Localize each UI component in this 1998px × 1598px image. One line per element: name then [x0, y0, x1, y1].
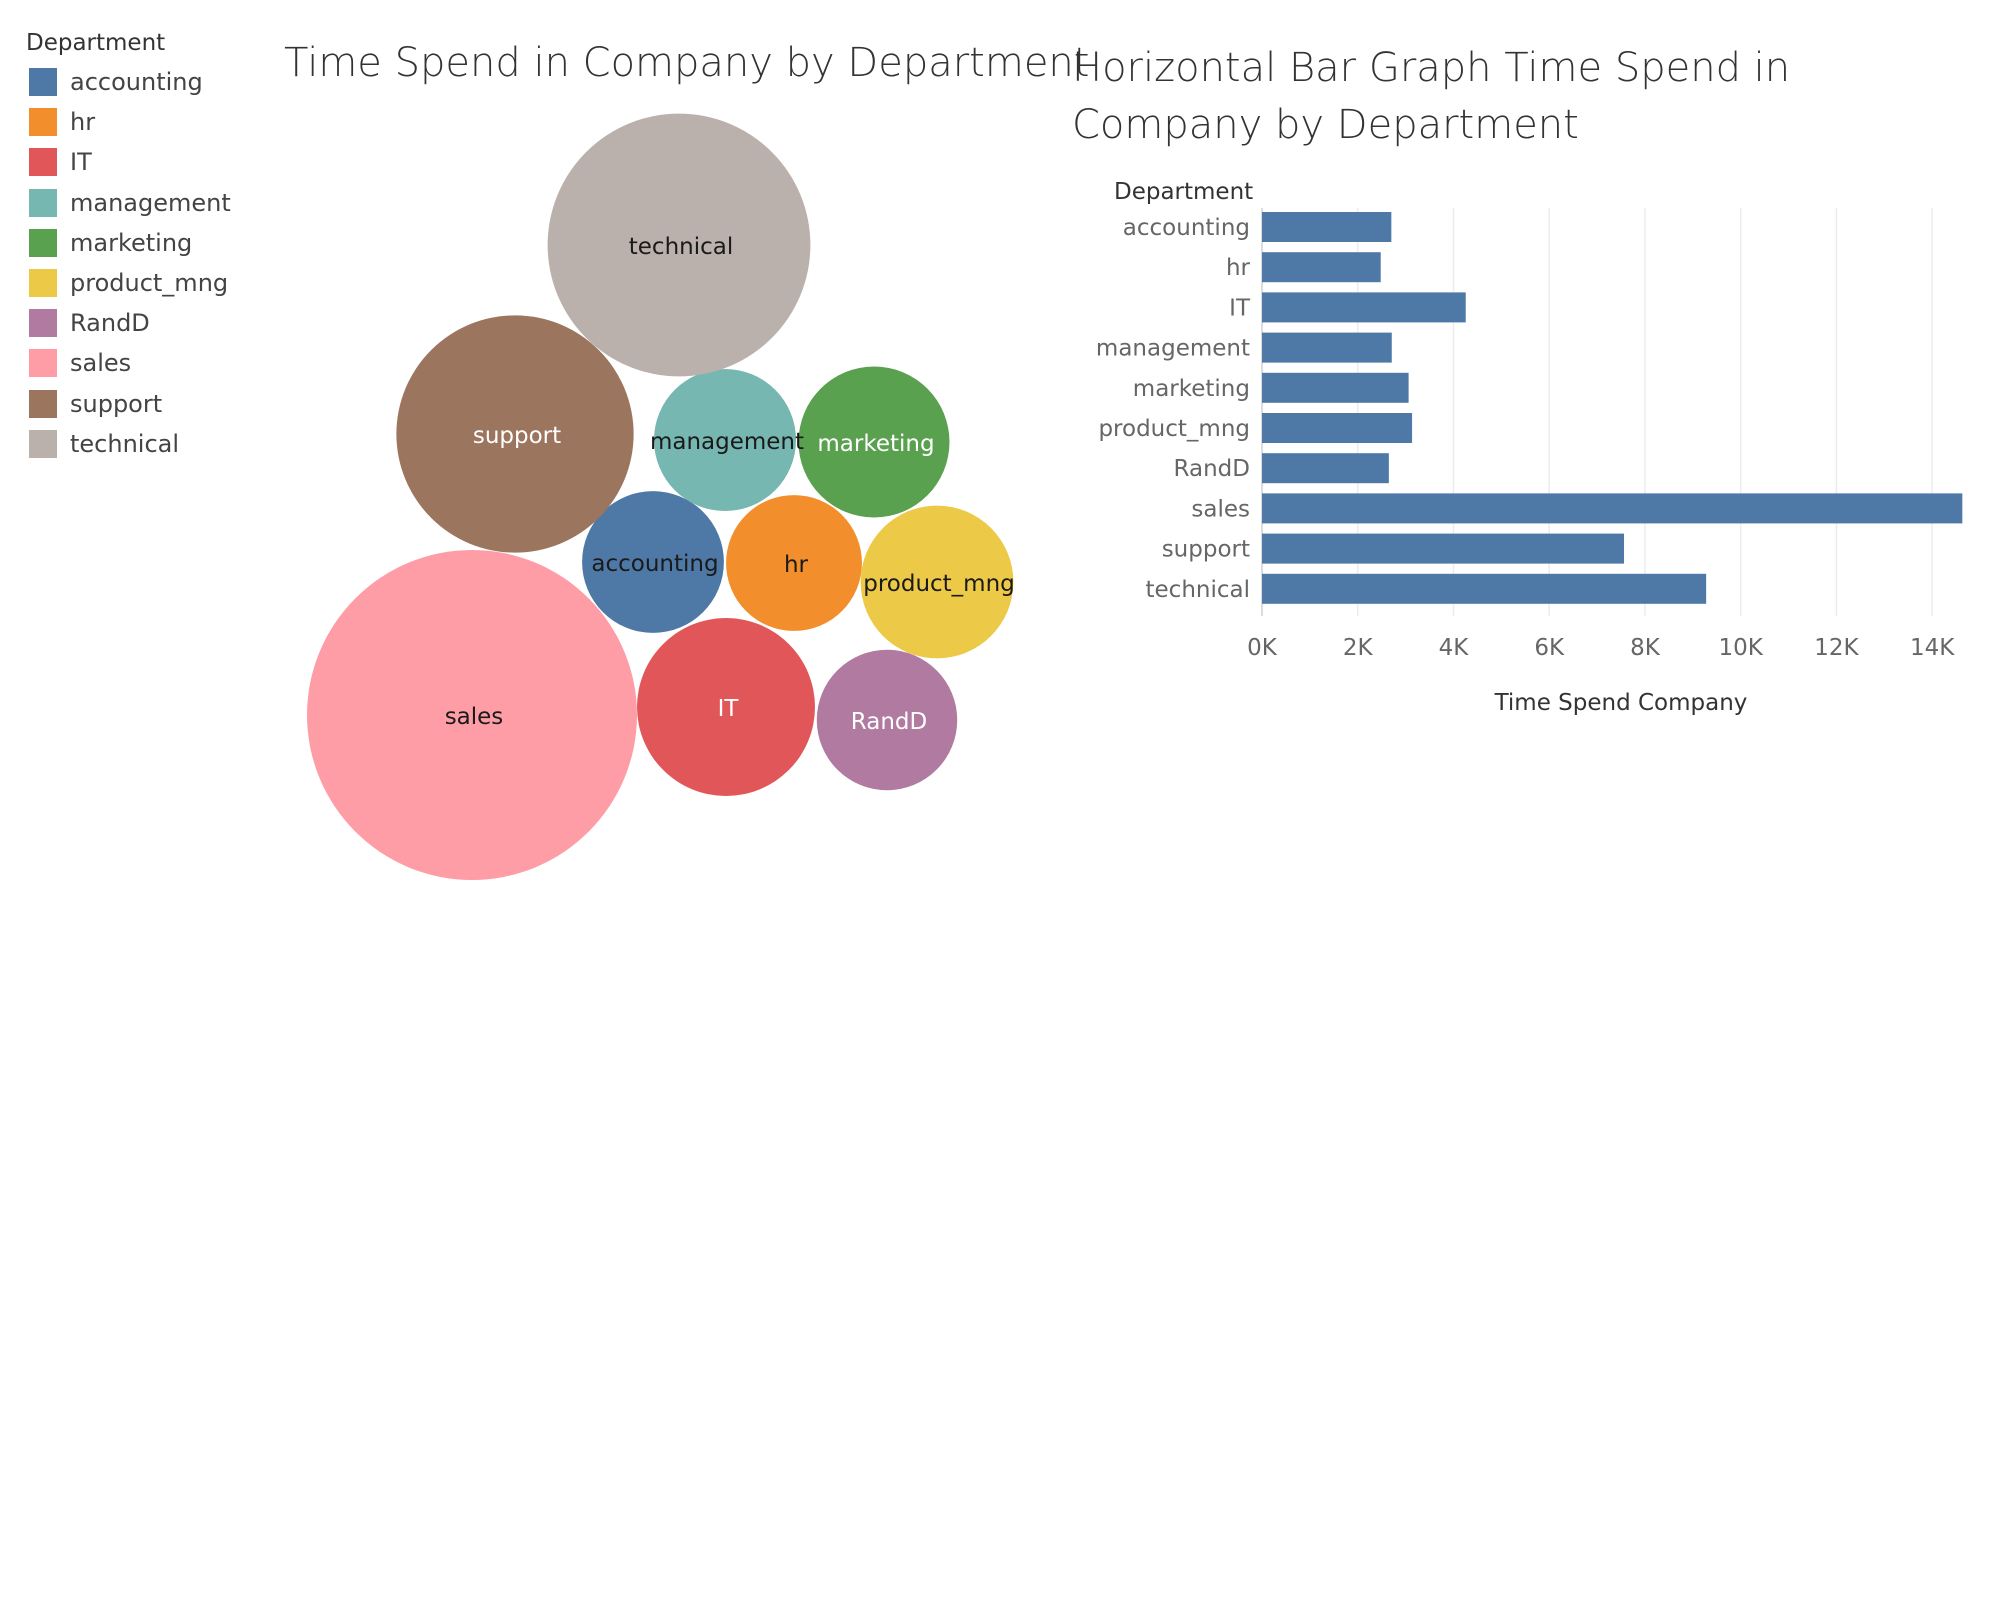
x-tick-label: 12K: [1814, 635, 1859, 661]
bubble-chart: accounting hr IT management marketing product…: [307, 113, 1015, 880]
x-tick-label: 6K: [1534, 635, 1565, 661]
bubble-label-product-mng: product_mng: [863, 571, 1015, 597]
legend-swatch: [29, 389, 57, 418]
bar-support[interactable]: [1262, 533, 1625, 564]
bar-chart: Department accounting hr IT management market…: [1096, 179, 1963, 716]
legend-swatch: [29, 349, 57, 378]
legend-label: hr: [70, 108, 96, 137]
bar-label-management: management: [1096, 336, 1250, 362]
bubble-technical[interactable]: [547, 113, 811, 377]
legend-label: product_mng: [70, 269, 229, 298]
legend-item-management[interactable]: management: [26, 183, 231, 223]
legend-item-hr[interactable]: hr: [26, 102, 231, 142]
bar-label-it: IT: [1229, 295, 1251, 321]
legend-label: RandD: [70, 309, 150, 338]
x-tick-label: 10K: [1718, 635, 1763, 661]
legend-label: management: [70, 188, 231, 217]
legend-swatch: [29, 68, 57, 97]
x-tick-label: 2K: [1343, 635, 1374, 661]
legend-swatch: [29, 429, 57, 458]
bubble-marketing[interactable]: [798, 366, 950, 518]
bubble-label-it: IT: [718, 696, 740, 722]
legend-item-product-mng[interactable]: product_mng: [26, 263, 231, 303]
legend-swatch: [29, 108, 57, 137]
legend-swatch: [29, 309, 57, 338]
bar-label-accounting: accounting: [1123, 215, 1250, 241]
bar-hr[interactable]: [1262, 252, 1381, 283]
legend-item-support[interactable]: support: [26, 384, 231, 424]
x-tick-label: 8K: [1630, 635, 1661, 661]
bar-label-marketing: marketing: [1133, 376, 1250, 402]
bar-marketing[interactable]: [1262, 372, 1409, 403]
legend-swatch: [29, 188, 57, 217]
legend-swatch: [29, 269, 57, 298]
legend-label: support: [70, 389, 163, 418]
bar-chart-title: Horizontal Bar Graph Time Spend in Compa…: [1072, 45, 1791, 148]
bar-accounting[interactable]: [1262, 212, 1392, 242]
bubble-label-accounting: accounting: [591, 551, 718, 577]
bar-label-product-mng: product_mng: [1098, 416, 1250, 442]
legend-label: sales: [70, 349, 132, 378]
bar-label-technical: technical: [1146, 577, 1251, 603]
legend-swatch: [29, 228, 57, 257]
bar-technical[interactable]: [1262, 573, 1707, 604]
bubble-randd[interactable]: [816, 649, 958, 791]
legend: Department accounting hr IT management marke…: [26, 30, 231, 464]
bar-sales[interactable]: [1262, 493, 1963, 524]
bubble-label-randd: RandD: [851, 709, 927, 735]
bar-product-mng[interactable]: [1262, 413, 1413, 443]
bubble-label-marketing: marketing: [817, 431, 934, 457]
legend-item-sales[interactable]: sales: [26, 343, 231, 383]
bar-label-hr: hr: [1226, 255, 1251, 281]
legend-item-randd[interactable]: RandD: [26, 303, 231, 343]
legend-label: IT: [70, 148, 92, 177]
legend-label: marketing: [70, 228, 193, 257]
x-tick-label: 4K: [1439, 635, 1470, 661]
bubble-hr[interactable]: [726, 495, 862, 631]
legend-item-it[interactable]: IT: [26, 142, 231, 182]
legend-swatch: [29, 148, 57, 177]
bar-label-support: support: [1162, 537, 1250, 563]
bubble-chart-title: Time Spend in Company by Department: [284, 40, 1090, 86]
bar-label-sales: sales: [1191, 496, 1250, 522]
legend-items: accounting hr IT management marketing product…: [26, 62, 231, 464]
bubble-support[interactable]: [396, 315, 634, 553]
bubble-label-hr: hr: [784, 552, 809, 578]
bubble-label-technical: technical: [629, 234, 734, 260]
bubble-accounting[interactable]: [582, 491, 724, 633]
bar-randd[interactable]: [1262, 453, 1389, 484]
legend-title: Department: [26, 30, 166, 56]
bar-it[interactable]: [1262, 292, 1466, 323]
legend-label: accounting: [70, 68, 203, 97]
legend-label: technical: [70, 429, 180, 458]
bar-y-header: Department: [1114, 179, 1253, 205]
legend-item-marketing[interactable]: marketing: [26, 223, 231, 263]
x-tick-label: 0K: [1247, 635, 1278, 661]
bubble-management[interactable]: [653, 368, 797, 512]
bar-management[interactable]: [1262, 332, 1392, 363]
bubble-label-support: support: [473, 423, 561, 449]
legend-item-accounting[interactable]: accounting: [26, 62, 231, 102]
bubble-it[interactable]: [637, 618, 815, 796]
bubble-label-sales: sales: [445, 704, 504, 730]
legend-item-technical[interactable]: technical: [26, 424, 231, 464]
x-tick-label: 14K: [1910, 635, 1955, 661]
bubble-product-mng[interactable]: [860, 505, 1014, 659]
bar-label-randd: RandD: [1174, 456, 1250, 482]
x-axis-label: Time Spend Company: [1494, 690, 1748, 716]
bubble-sales[interactable]: [307, 550, 637, 880]
bubble-label-management: management: [650, 429, 804, 455]
